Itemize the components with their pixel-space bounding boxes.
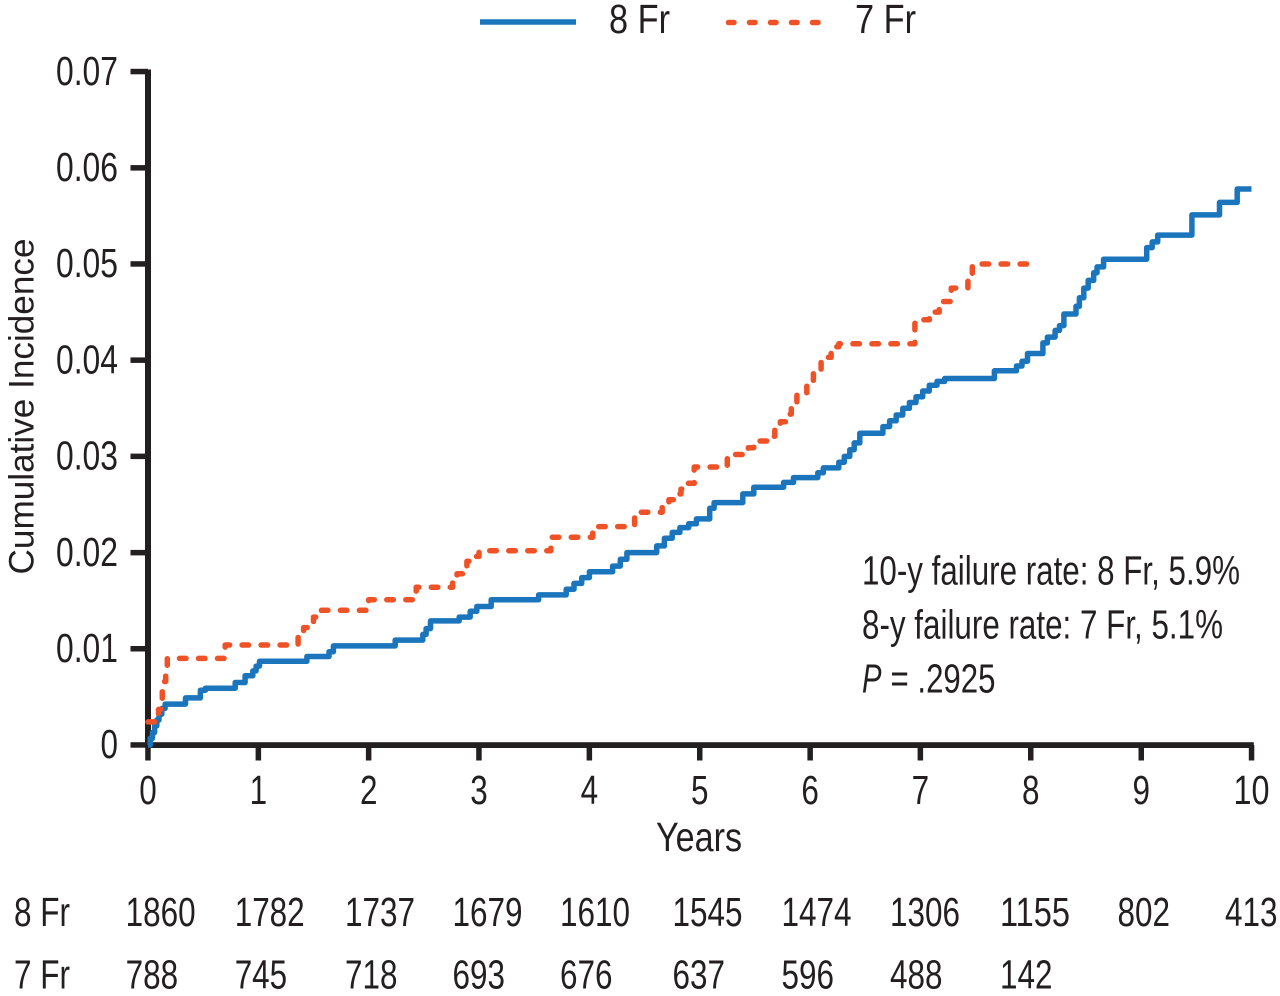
svg-text:802: 802: [1118, 889, 1171, 935]
svg-text:2: 2: [360, 767, 378, 813]
svg-text:1679: 1679: [453, 889, 523, 935]
svg-text:1306: 1306: [890, 889, 960, 935]
svg-text:8: 8: [1022, 767, 1040, 813]
svg-text:1: 1: [250, 767, 268, 813]
svg-text:637: 637: [673, 951, 726, 996]
svg-text:596: 596: [782, 951, 835, 996]
svg-text:9: 9: [1132, 767, 1150, 813]
svg-text:8 Fr: 8 Fr: [14, 889, 70, 935]
svg-text:1737: 1737: [345, 889, 415, 935]
svg-text:= .2925: = .2925: [891, 655, 996, 701]
svg-text:3: 3: [470, 767, 488, 813]
svg-text:413: 413: [1225, 889, 1278, 935]
svg-text:788: 788: [126, 951, 179, 996]
svg-text:0.06: 0.06: [56, 144, 118, 190]
svg-text:6: 6: [801, 767, 819, 813]
svg-text:P: P: [862, 655, 882, 701]
svg-text:7 Fr: 7 Fr: [14, 951, 70, 996]
svg-text:0.01: 0.01: [56, 625, 118, 671]
svg-text:1155: 1155: [1000, 889, 1070, 935]
svg-text:1782: 1782: [235, 889, 305, 935]
svg-text:Cumulative Incidence: Cumulative Incidence: [3, 239, 42, 575]
svg-text:4: 4: [581, 767, 599, 813]
svg-text:1474: 1474: [782, 889, 852, 935]
svg-text:0.05: 0.05: [56, 240, 118, 286]
svg-text:0.07: 0.07: [56, 48, 118, 94]
svg-text:693: 693: [453, 951, 506, 996]
svg-text:1545: 1545: [673, 889, 743, 935]
svg-text:8 Fr: 8 Fr: [609, 0, 670, 42]
svg-text:0.04: 0.04: [56, 336, 118, 382]
svg-text:Years: Years: [656, 814, 742, 860]
svg-text:8-y failure rate: 7 Fr, 5.1%: 8-y failure rate: 7 Fr, 5.1%: [862, 602, 1223, 648]
svg-text:142: 142: [1000, 951, 1053, 996]
svg-text:718: 718: [345, 951, 398, 996]
svg-text:676: 676: [560, 951, 613, 996]
svg-text:7: 7: [912, 767, 930, 813]
svg-text:1610: 1610: [560, 889, 630, 935]
svg-text:5: 5: [691, 767, 709, 813]
svg-text:7 Fr: 7 Fr: [855, 0, 916, 42]
svg-text:10-y failure rate: 8 Fr, 5.9%: 10-y failure rate: 8 Fr, 5.9%: [862, 547, 1240, 593]
svg-text:1860: 1860: [126, 889, 196, 935]
svg-text:0: 0: [139, 767, 157, 813]
svg-text:488: 488: [890, 951, 943, 996]
svg-text:0.03: 0.03: [56, 433, 118, 479]
svg-text:0.02: 0.02: [56, 529, 118, 575]
svg-text:0: 0: [101, 721, 119, 767]
svg-text:745: 745: [235, 951, 288, 996]
svg-text:10: 10: [1234, 767, 1270, 813]
